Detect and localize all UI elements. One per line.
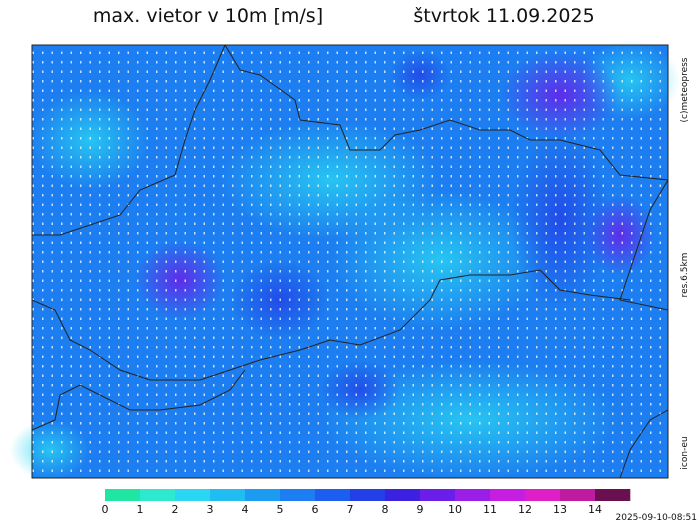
- colorbar-cell: [490, 489, 526, 501]
- colorbar-cell: [315, 489, 351, 501]
- side-label: (c)meteopress: [680, 57, 690, 122]
- colorbar-cell: [525, 489, 561, 501]
- colorbar-tick-label: 9: [417, 503, 424, 516]
- side-label: res.6.5km: [680, 253, 690, 298]
- colorbar-cell: [385, 489, 421, 501]
- colorbar-tick-label: 3: [207, 503, 214, 516]
- colorbar-tick-label: 13: [553, 503, 567, 516]
- colorbar-cell: [140, 489, 176, 501]
- colorbar-tick-label: 0: [102, 503, 109, 516]
- colorbar-cell: [175, 489, 211, 501]
- colorbar-cell: [420, 489, 456, 501]
- colorbar-cell: [350, 489, 386, 501]
- colorbar-tick-label: 12: [518, 503, 532, 516]
- colorbar-tick-label: 7: [347, 503, 354, 516]
- side-label: icon-eu: [680, 436, 690, 469]
- colorbar-cell: [455, 489, 491, 501]
- map-area: [10, 40, 680, 480]
- colorbar-tick-label: 4: [242, 503, 249, 516]
- colorbar-cell: [280, 489, 316, 501]
- colorbar-tick-label: 8: [382, 503, 389, 516]
- colorbar-cell: [560, 489, 596, 501]
- timestamp: 2025-09-10-08:51: [616, 513, 698, 523]
- colorbar-tick-label: 2: [172, 503, 179, 516]
- colorbar-cell: [105, 489, 141, 501]
- colorbar-cell: [595, 489, 631, 501]
- colorbar-tick-label: 14: [588, 503, 602, 516]
- colorbar-tick-label: 10: [448, 503, 462, 516]
- colorbar-cell: [210, 489, 246, 501]
- colorbar-tick-label: 1: [137, 503, 144, 516]
- map-title: max. vietor v 10m [m/s]: [93, 5, 323, 27]
- colorbar-tick-label: 5: [277, 503, 284, 516]
- colorbar-tick-label: 11: [483, 503, 497, 516]
- colorbar: 0 1 2 3 4 5 6 7 8 9 10 11 12 13 14: [102, 489, 631, 516]
- colorbar-tick-label: 6: [312, 503, 319, 516]
- colorbar-cell: [245, 489, 281, 501]
- map-date: štvrtok 11.09.2025: [413, 5, 594, 27]
- side-labels: (c)meteopress res.6.5km icon-eu: [680, 57, 690, 469]
